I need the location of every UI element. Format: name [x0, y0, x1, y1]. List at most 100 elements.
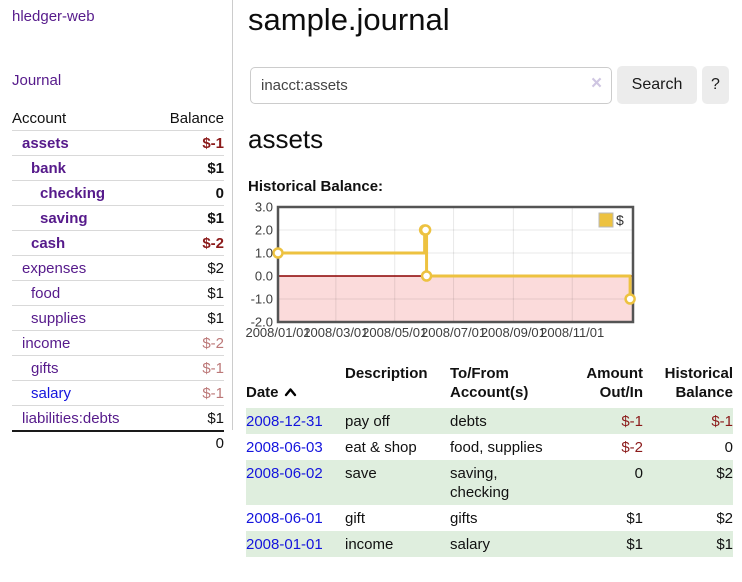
chart-heading: Historical Balance:: [248, 178, 384, 195]
app-title-link[interactable]: hledger-web: [12, 8, 95, 25]
transaction-accounts: saving, checking: [450, 465, 510, 501]
account-link-expenses[interactable]: expenses: [12, 255, 153, 281]
header-accounts: To/From Account(s): [450, 365, 529, 401]
accounts-col-header: Account: [12, 106, 153, 131]
accounts-total-balance: 0: [152, 430, 224, 454]
account-balance: 0: [152, 180, 224, 206]
sort-asc-icon: [284, 388, 296, 397]
transaction-date-link[interactable]: 2008-06-03: [246, 439, 323, 456]
transaction-accounts: salary: [450, 536, 491, 553]
account-link-food[interactable]: food: [12, 280, 153, 306]
account-balance: $1: [152, 305, 224, 331]
account-row: food $1: [12, 280, 224, 306]
header-date[interactable]: Date: [246, 364, 345, 408]
account-row: expenses $2: [12, 255, 224, 281]
account-link-supplies[interactable]: supplies: [12, 305, 153, 331]
account-row: liabilities:debts $1: [12, 405, 224, 432]
transaction-description: gift: [345, 510, 366, 527]
account-balance: $1: [152, 155, 224, 181]
transaction-amount: $1: [626, 536, 643, 553]
account-balance: $-2: [152, 230, 224, 256]
register-row: 2008-06-02 save saving, checking 0 $2: [246, 460, 733, 505]
balance-col-header: Balance: [152, 106, 224, 131]
search-input[interactable]: [250, 67, 612, 104]
transaction-balance: $2: [716, 465, 733, 482]
register-row: 2008-06-01 gift gifts $1 $2: [246, 505, 733, 531]
balance-chart-svg: $3.0 2.0 1.0 0.0 -1.0 -2.02008/01/012008/03/0…: [246, 200, 636, 340]
register-row: 2008-06-03 eat & shop food, supplies $-2…: [246, 434, 733, 460]
transaction-accounts: debts: [450, 413, 487, 430]
accounts-header-row: Account Balance: [12, 106, 224, 131]
accounts-total-row: 0: [12, 430, 224, 454]
sidebar-accounts-table: Account Balance assets $-1 bank $1 check…: [12, 106, 224, 454]
header-amount: Amount Out/In: [586, 365, 643, 401]
svg-text:2008/11/01: 2008/11/01: [540, 325, 604, 340]
svg-text:2008/07/01: 2008/07/01: [421, 325, 486, 340]
transaction-amount: $-1: [621, 413, 643, 430]
svg-text:2008/03/01: 2008/03/01: [303, 325, 368, 340]
transaction-date-link[interactable]: 2008-06-02: [246, 465, 323, 482]
account-balance: $-1: [152, 130, 224, 156]
account-balance: $-2: [152, 330, 224, 356]
account-row: salary $-1: [12, 380, 224, 406]
transaction-accounts: gifts: [450, 510, 478, 527]
transaction-amount: $-2: [621, 439, 643, 456]
transaction-accounts: food, supplies: [450, 439, 543, 456]
svg-text:0.0: 0.0: [255, 269, 273, 284]
account-balance: $-1: [152, 380, 224, 406]
page-title: sample.journal: [248, 2, 450, 37]
account-link-checking[interactable]: checking: [12, 180, 153, 206]
account-link-cash[interactable]: cash: [12, 230, 153, 256]
svg-text:3.0: 3.0: [255, 200, 273, 215]
transaction-date-link[interactable]: 2008-06-01: [246, 510, 323, 527]
register-table: Date Description To/From Account(s) Amou…: [246, 364, 733, 557]
account-link-assets[interactable]: assets: [12, 130, 153, 156]
account-link-bank[interactable]: bank: [12, 155, 153, 181]
register-header-row: Date Description To/From Account(s) Amou…: [246, 364, 733, 408]
transaction-balance: $-1: [711, 413, 733, 430]
header-description: Description: [345, 365, 428, 382]
account-row: supplies $1: [12, 305, 224, 331]
account-link-liabilities-debts[interactable]: liabilities:debts: [12, 405, 153, 432]
account-balance: $1: [152, 280, 224, 306]
account-row: assets $-1: [12, 130, 224, 156]
search-button[interactable]: Search: [617, 66, 697, 104]
help-button[interactable]: ?: [702, 66, 729, 104]
account-balance: $-1: [152, 355, 224, 381]
total-spacer: [12, 430, 153, 454]
svg-text:-1.0: -1.0: [251, 292, 273, 307]
account-row: checking 0: [12, 180, 224, 206]
transaction-balance: $1: [716, 536, 733, 553]
account-link-saving[interactable]: saving: [12, 205, 153, 231]
account-balance: $1: [152, 405, 224, 432]
header-balance: Historical Balance: [664, 365, 733, 401]
transaction-description: income: [345, 536, 394, 553]
sidebar-item-journal[interactable]: Journal: [12, 72, 62, 89]
svg-text:2008/09/01: 2008/09/01: [481, 325, 546, 340]
svg-text:$: $: [616, 212, 624, 228]
svg-text:2008/01/01: 2008/01/01: [246, 325, 311, 340]
account-balance: $2: [152, 255, 224, 281]
transaction-balance: 0: [724, 439, 733, 456]
transaction-description: pay off: [345, 413, 390, 430]
account-heading: assets: [248, 124, 324, 154]
account-row: income $-2: [12, 330, 224, 356]
transaction-description: save: [345, 465, 377, 482]
clear-search-icon[interactable]: ×: [591, 73, 603, 94]
register-row: 2008-01-01 income salary $1 $1: [246, 531, 733, 557]
account-row: gifts $-1: [12, 355, 224, 381]
account-row: cash $-2: [12, 230, 224, 256]
account-link-salary[interactable]: salary: [12, 380, 153, 406]
transaction-balance: $2: [716, 510, 733, 527]
svg-text:-2.0: -2.0: [251, 315, 273, 330]
account-row: saving $1: [12, 205, 224, 231]
transaction-date-link[interactable]: 2008-12-31: [246, 413, 323, 430]
svg-text:1.0: 1.0: [255, 246, 273, 261]
transaction-date-link[interactable]: 2008-01-01: [246, 536, 323, 553]
account-link-income[interactable]: income: [12, 330, 153, 356]
svg-text:2.0: 2.0: [255, 223, 273, 238]
account-link-gifts[interactable]: gifts: [12, 355, 153, 381]
transaction-amount: $1: [626, 510, 643, 527]
transaction-amount: 0: [634, 465, 643, 482]
svg-text:2008/05/01: 2008/05/01: [362, 325, 427, 340]
